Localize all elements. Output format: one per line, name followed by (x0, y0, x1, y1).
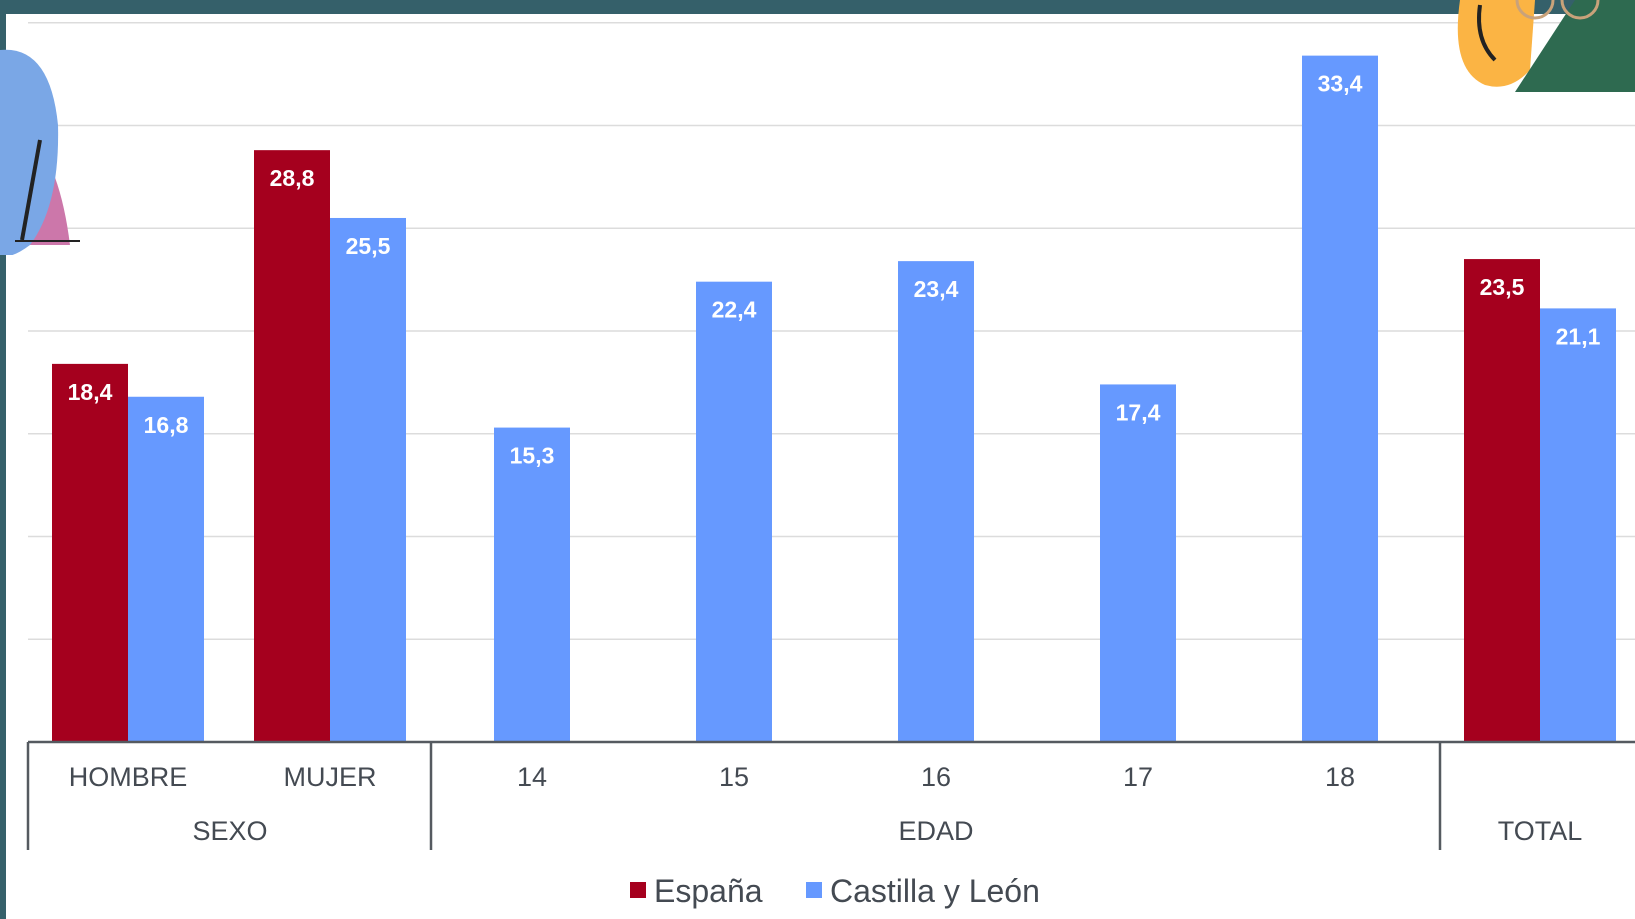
category-tick-label: 16 (921, 762, 951, 792)
person-illustration-left (0, 49, 80, 255)
top-frame-bar (0, 0, 1635, 14)
legend-swatch-castilla (806, 882, 822, 898)
data-label: 23,5 (1480, 274, 1525, 300)
bars: 18,4 16,8 28,8 25,5 15,3 22,4 23,4 17,4 33,4 23,5… (52, 55, 1616, 743)
bar-espana (52, 363, 128, 742)
bar-castilla (128, 396, 204, 742)
legend: España Castilla y León (630, 873, 1040, 909)
data-label: 16,8 (144, 412, 189, 438)
legend-swatch-espana (630, 882, 646, 898)
category-tick-label: 17 (1123, 762, 1153, 792)
legend-label-castilla: Castilla y León (830, 873, 1040, 909)
data-label: 28,8 (270, 165, 315, 191)
bar-castilla (1540, 308, 1616, 742)
bar-espana (254, 150, 330, 742)
bar-castilla (898, 261, 974, 742)
category-tick-label: 15 (719, 762, 749, 792)
group-label: TOTAL (1498, 816, 1583, 846)
bar-castilla (1302, 55, 1378, 742)
category-tick-label: 14 (517, 762, 547, 792)
bar-castilla (696, 281, 772, 742)
category-tick-label: HOMBRE (69, 762, 188, 792)
tick-labels: HOMBRE MUJER 14 15 16 17 18 SEXO EDAD TOTAL (69, 762, 1583, 846)
group-label: EDAD (898, 816, 973, 846)
data-label: 25,5 (346, 233, 391, 259)
data-label: 22,4 (712, 297, 757, 323)
left-frame-bar (0, 0, 6, 919)
bar-castilla (330, 217, 406, 743)
data-label: 21,1 (1556, 323, 1601, 349)
bar-castilla (1100, 384, 1176, 742)
bar-espana (1464, 259, 1540, 742)
group-label: SEXO (192, 816, 267, 846)
data-label: 15,3 (510, 443, 555, 469)
legend-label-espana: España (654, 873, 763, 909)
axes (26, 740, 1635, 850)
category-tick-label: MUJER (284, 762, 377, 792)
data-label: 33,4 (1318, 71, 1363, 97)
bar-castilla (494, 427, 570, 742)
person-illustration-top-right (1457, 0, 1635, 92)
data-label: 17,4 (1116, 399, 1161, 425)
category-tick-label: 18 (1325, 762, 1355, 792)
data-label: 18,4 (68, 379, 113, 405)
data-label: 23,4 (914, 276, 959, 302)
